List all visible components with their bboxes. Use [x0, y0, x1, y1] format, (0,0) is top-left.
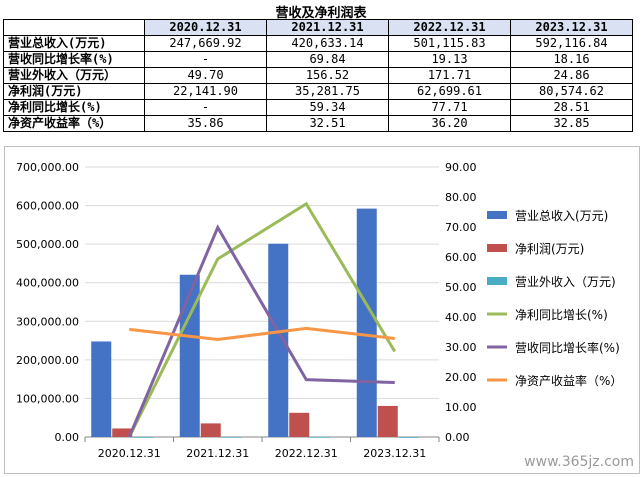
table-cell: 171.71	[388, 67, 511, 84]
table-cell: 156.52	[266, 67, 389, 84]
table-cell: 247,669.92	[144, 35, 267, 52]
table-cell: 49.70	[144, 67, 267, 84]
legend-label: 营收同比增长率(%)	[515, 340, 620, 355]
y-right-tick-label: 80.00	[445, 191, 477, 204]
legend-label: 营业总收入(万元)	[515, 209, 608, 223]
series-line	[129, 326, 395, 341]
table-row: 净利润(万元) 22,141.90 35,281.75 62,699.61 80…	[3, 83, 633, 100]
y-left-tick-label: 600,000.00	[16, 200, 79, 213]
table-cell: 501,115.83	[388, 35, 511, 52]
series-line	[127, 201, 397, 438]
table-cell: 35,281.75	[266, 83, 389, 100]
table-cell: 59.34	[266, 99, 389, 116]
bar	[179, 274, 200, 437]
watermark: www.365jz.com	[524, 454, 634, 470]
table-cell: 36.20	[388, 115, 511, 132]
table-row: 营收同比增长率(%) - 69.84 19.13 18.16	[3, 51, 633, 68]
y-right-tick-label: 60.00	[445, 251, 477, 264]
legend-swatch	[487, 244, 507, 252]
y-right-tick-label: 0.00	[445, 431, 470, 444]
y-right-tick-label: 30.00	[445, 341, 477, 354]
bar	[398, 436, 419, 438]
legend-swatch	[487, 277, 507, 285]
row-label: 净利润(万元)	[3, 83, 145, 100]
bar	[112, 428, 133, 437]
bar	[91, 341, 112, 437]
chart-container: 0.00 100,000.00 200,000.00 300,000.00 400,00…	[4, 146, 640, 474]
row-label: 营收同比增长率(%)	[3, 51, 145, 68]
x-tick-label: 2021.12.31	[186, 447, 249, 460]
combo-chart: 0.00 100,000.00 200,000.00 300,000.00 400,00…	[16, 161, 622, 460]
table-corner-cell	[3, 19, 145, 36]
y-left-tick-label: 0.00	[55, 431, 80, 444]
table-cell: 592,116.84	[510, 35, 633, 52]
table-cell: 32.85	[510, 115, 633, 132]
y-left-tick-label: 200,000.00	[16, 354, 79, 367]
y-right-tick-label: 50.00	[445, 281, 477, 294]
table-cell: 80,574.62	[510, 83, 633, 100]
y-right-tick-label: 40.00	[445, 311, 477, 324]
y-left-tick-label: 400,000.00	[16, 277, 79, 290]
table-header-cell: 2020.12.31	[144, 19, 267, 36]
y-left-tick-label: 100,000.00	[16, 392, 79, 405]
table-row: 营业外收入（万元） 49.70 156.52 171.71 24.86	[3, 67, 633, 84]
table-row: 营业总收入(万元) 247,669.92 420,633.14 501,115.…	[3, 35, 633, 52]
table-cell: 62,699.61	[388, 83, 511, 100]
row-label: 净资产收益率（%）	[3, 115, 145, 132]
series-line	[127, 224, 395, 438]
table-header-cell: 2023.12.31	[510, 19, 633, 36]
y-right-tick-label: 90.00	[445, 161, 477, 174]
table-cell: 420,633.14	[266, 35, 389, 52]
table-cell: -	[144, 51, 267, 68]
bar	[289, 412, 310, 437]
y-left-tick-label: 300,000.00	[16, 315, 79, 328]
y-left-tick-label: 700,000.00	[16, 161, 79, 174]
legend-label: 净利润(万元)	[515, 242, 584, 256]
legend-label: 净资产收益率（%）	[515, 373, 622, 388]
x-tick-label: 2022.12.31	[275, 447, 338, 460]
financial-table: 2020.12.31 2021.12.31 2022.12.31 2023.12…	[3, 19, 633, 132]
table-row: 净资产收益率（%） 35.86 32.51 36.20 32.85	[3, 115, 633, 132]
y-right-tick-label: 20.00	[445, 371, 477, 384]
row-label: 营业外收入（万元）	[3, 67, 145, 84]
y-right-tick-label: 70.00	[445, 221, 477, 234]
bar	[133, 436, 154, 438]
legend-label: 净利同比增长(%)	[515, 308, 608, 322]
bar	[268, 243, 289, 437]
table-header-cell: 2021.12.31	[266, 19, 389, 36]
table-cell: 18.16	[510, 51, 633, 68]
table-cell: 28.51	[510, 99, 633, 116]
bar	[356, 208, 377, 437]
x-tick-label: 2020.12.31	[98, 447, 161, 460]
table-cell: 22,141.90	[144, 83, 267, 100]
legend-swatch	[487, 211, 507, 219]
table-header-row: 2020.12.31 2021.12.31 2022.12.31 2023.12…	[3, 19, 633, 36]
table-cell: 77.71	[388, 99, 511, 116]
table-cell: 19.13	[388, 51, 511, 68]
table-cell: 69.84	[266, 51, 389, 68]
table-cell: 32.51	[266, 115, 389, 132]
bar	[310, 436, 331, 438]
page-title: 营收及净利润表	[275, 6, 367, 21]
table-cell: -	[144, 99, 267, 116]
row-label: 净利同比增长(%)	[3, 99, 145, 116]
table-cell: 24.86	[510, 67, 633, 84]
table-header-cell: 2022.12.31	[388, 19, 511, 36]
y-right-tick-label: 10.00	[445, 401, 477, 414]
legend-label: 营业外收入（万元)	[515, 275, 616, 289]
x-tick-label: 2023.12.31	[363, 447, 426, 460]
table-cell: 35.86	[144, 115, 267, 132]
bar	[377, 405, 398, 437]
y-left-tick-label: 500,000.00	[16, 238, 79, 251]
table-row: 净利同比增长(%) - 59.34 77.71 28.51	[3, 99, 633, 116]
row-label: 营业总收入(万元)	[3, 35, 145, 52]
bar	[221, 436, 242, 438]
bar	[200, 423, 221, 437]
